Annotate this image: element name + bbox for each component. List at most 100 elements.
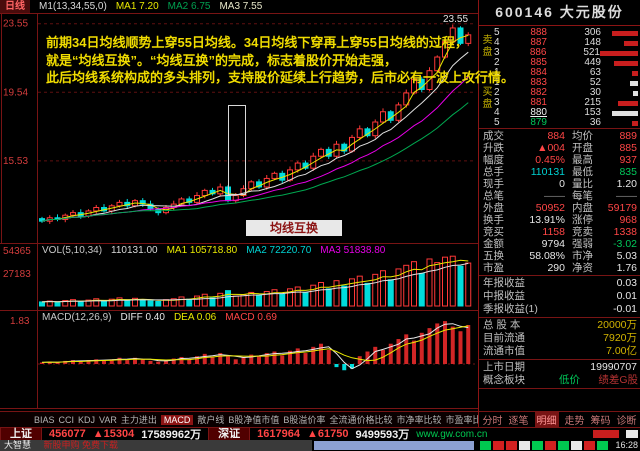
quote-info-grid: 成交 884 均价 889 升跌 ▲004 开盘 885 幅度 0.45% 最高 937 总手 11013… <box>479 129 640 276</box>
macd-value: MACD 0.69 <box>225 312 277 323</box>
indicator-tab[interactable]: VAR <box>99 414 117 425</box>
quote-info-row: 幅度 0.45% 最高 937 <box>483 154 637 166</box>
quote-sidebar: 600146 大元股份 卖盘 买盘 5 888 306 4 887 148 3 886 521 2… <box>478 0 640 427</box>
quote-info-row: 成交 884 均价 889 <box>483 130 637 142</box>
indicator-tab[interactable]: B股净值市值 <box>228 415 280 425</box>
buy-side-label: 买盘 <box>480 86 491 110</box>
sz-index-amount: 9499593万 <box>355 429 410 441</box>
scrollbar-thumb[interactable] <box>314 441 474 450</box>
quote-info-row: 五换 58.08% 市净 5.03 <box>483 250 637 262</box>
sz-index-value: 1617964 <box>257 428 300 440</box>
quote-info-row: 换手 13.91% 涨停 968 <box>483 214 637 226</box>
indicator-tab[interactable]: B股溢价率 <box>283 415 326 425</box>
sidebar-tab[interactable]: 走势 <box>564 415 585 427</box>
status-mini-bar-red <box>593 430 619 438</box>
listing-rows: 上市日期 19990707 概念板块 低价 绩差G股 <box>479 360 640 389</box>
sidebar-tab[interactable]: 筹码 <box>590 415 611 427</box>
peak-price-label: 23.55 <box>443 14 469 25</box>
index-status-bar: 上证 456077 ▲15304 17589962万 深证 1617964 ▲6… <box>0 427 640 441</box>
clock: 16:28 <box>615 440 638 450</box>
quote-single-row: 总 股 本 20000万 <box>483 319 637 331</box>
stock-title: 600146 大元股份 <box>479 0 640 26</box>
signal-block <box>571 441 582 450</box>
indicator-tab[interactable]: BIAS <box>34 414 55 425</box>
quote-info-row: 市盈 290 净资 1.76 <box>483 262 637 274</box>
quote-single-row: 年报收益 0.03 <box>483 277 637 289</box>
vol-name: VOL(5,10,34) <box>42 245 103 256</box>
order-book: 卖盘 买盘 5 888 306 4 887 148 3 886 521 2 885 449 1 884 63… <box>479 26 640 129</box>
indicator-tab[interactable]: 全流通价格比较 <box>329 415 393 425</box>
concept-row: 概念板块 低价 绩差G股 <box>483 374 638 386</box>
indicator-tab[interactable]: CCI <box>58 414 75 425</box>
order-book-row: 1 884 63 <box>479 68 640 78</box>
macd-diff: DIFF 0.40 <box>120 312 165 323</box>
chart-area[interactable]: 23.55 19.54 15.53 54365 27183 1.83 23.55 均线互换… <box>0 0 478 427</box>
website-link[interactable]: www.gw.com.cn <box>416 428 488 440</box>
sidebar-tab[interactable]: 明细 <box>534 411 559 427</box>
quote-info-row: 金额 9794 强弱 -3.02 <box>483 238 637 250</box>
quote-info-row: 现手 0 量比 1.20 <box>483 178 637 190</box>
order-book-rows: 5 888 306 4 887 148 3 886 521 2 885 449 1 884 63 1 883 52… <box>479 28 640 128</box>
brand-label: 大智慧 <box>4 440 32 450</box>
status-mini-bar-white <box>626 430 638 438</box>
chart-toolbar: 日线 M1(13,34,55,0) MA1 7.20 MA2 6.75 MA3 … <box>0 0 478 14</box>
indicator-tab[interactable]: 市净率比较 <box>396 415 442 425</box>
ma1-value: MA1 7.20 <box>115 1 159 12</box>
sh-index-button[interactable]: 上证 <box>0 428 42 440</box>
order-book-row: 3 881 215 <box>479 98 640 108</box>
indicator-tab[interactable]: KDJ <box>78 414 96 425</box>
vol-ma1: MA1 105718.80 <box>166 245 238 256</box>
ma3-value: MA3 7.55 <box>219 1 263 12</box>
ma-settings-label: M1(13,34,55,0) <box>39 1 107 12</box>
signal-block <box>545 441 556 450</box>
signal-block <box>493 441 504 450</box>
indicator-tab[interactable]: 市盈率比较 <box>445 415 478 425</box>
sidebar-tab-bar: 分时 逐笔 明细 走势 筹码 诊断 <box>479 411 640 427</box>
sz-index-button[interactable]: 深证 <box>208 428 251 440</box>
indicator-tab[interactable]: 散户线 <box>197 415 225 425</box>
macd-dea: DEA 0.06 <box>173 312 217 323</box>
bottom-bar: 大智慧 新股申购 免费下载 16:28 <box>0 440 640 451</box>
tutorial-annotation: 前期34日均线顺势上穿55日均线。34日均线下穿再上穿55日均线的过程， 就是“… <box>46 34 514 87</box>
quote-info-row: 总手 110131 最低 835 <box>483 166 637 178</box>
period-selector[interactable]: 日线 <box>0 0 30 13</box>
svg-text:54365: 54365 <box>3 246 31 257</box>
sidebar-tab[interactable]: 逐笔 <box>508 415 529 427</box>
signal-block <box>532 441 543 450</box>
quote-single-row: 目前流通 7920万 <box>483 332 637 344</box>
svg-text:1.83: 1.83 <box>10 316 30 327</box>
vol-ma3: MA3 51838.80 <box>320 245 386 256</box>
svg-text:15.53: 15.53 <box>3 156 28 167</box>
sidebar-tab[interactable]: 诊断 <box>616 415 637 427</box>
signal-block <box>519 441 530 450</box>
capital-rows: 总 股 本 20000万 目前流通 7920万 流通市值 7.00亿 <box>479 318 640 360</box>
svg-text:27183: 27183 <box>3 269 31 280</box>
indicator-tab[interactable]: MACD <box>160 414 194 425</box>
quote-single-row: 流通市值 7.00亿 <box>483 345 637 357</box>
quote-single-row: 季报收益(1) -0.01 <box>483 303 637 315</box>
svg-text:23.55: 23.55 <box>3 19 28 30</box>
sh-index-value: 456077 <box>49 428 86 440</box>
ma-swap-callout: 均线互换 <box>246 220 342 236</box>
order-book-row: 1 883 52 <box>479 78 640 88</box>
sz-index-change: ▲61750 <box>306 428 349 440</box>
promo-text[interactable]: 新股申购 免费下载 <box>43 440 119 450</box>
macd-name: MACD(12,26,9) <box>42 312 112 323</box>
ma2-value: MA2 6.75 <box>167 1 211 12</box>
order-book-row: 5 879 36 <box>479 118 640 128</box>
signal-block <box>597 441 608 450</box>
signal-block <box>506 441 517 450</box>
annotation-line-1: 前期34日均线顺势上穿55日均线。34日均线下穿再上穿55日均线的过程， <box>46 35 468 50</box>
candle-highlight-box <box>228 105 246 195</box>
annotation-line-2: 就是“均线互换”。“均线互换”的完成，标志着股价开始走强， <box>46 52 398 68</box>
order-book-row: 4 880 153 <box>479 108 640 118</box>
sh-index-amount: 17589962万 <box>141 429 202 441</box>
signal-block <box>558 441 569 450</box>
order-book-row: 4 887 148 <box>479 38 640 48</box>
signal-block <box>480 441 491 450</box>
annotation-line-3: 此后均线系统构成的多头排列，支持股价延续上行趋势，后市必有一波上攻行情。 <box>46 70 515 85</box>
order-book-row: 2 885 449 <box>479 58 640 68</box>
indicator-tab[interactable]: 主力进出 <box>120 415 157 425</box>
sidebar-tab[interactable]: 分时 <box>482 415 503 427</box>
candlestick-chart: 23.55 19.54 15.53 54365 27183 1.83 <box>0 13 478 409</box>
